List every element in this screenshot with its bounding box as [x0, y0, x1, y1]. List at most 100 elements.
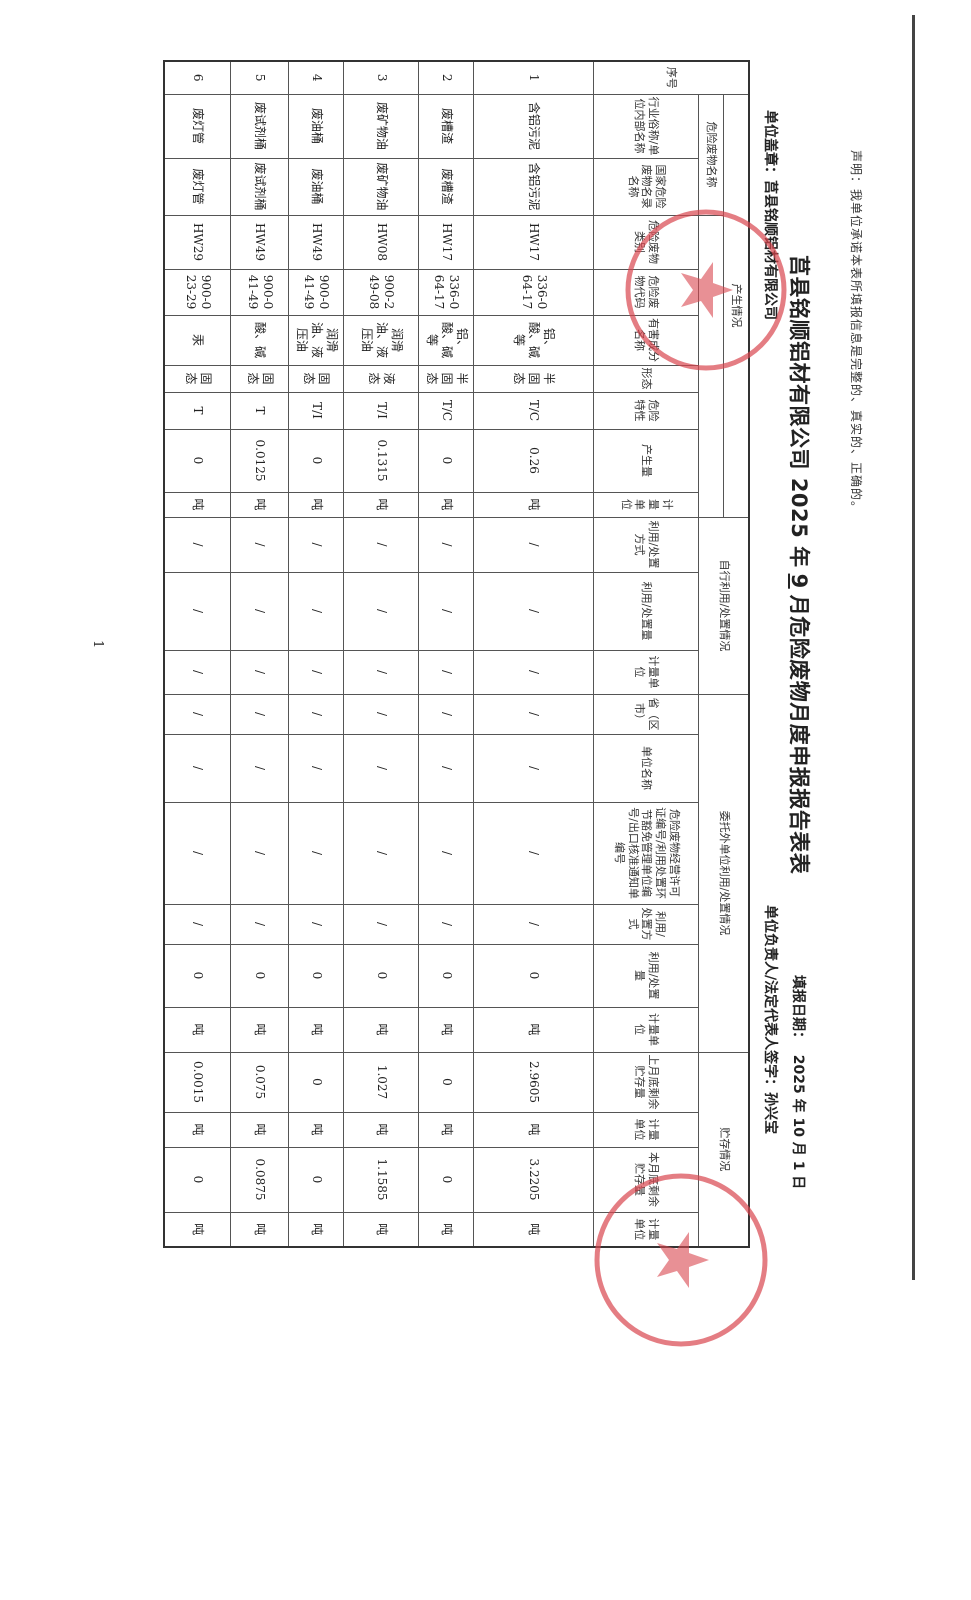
table-cell: /: [164, 694, 231, 734]
table-cell: /: [419, 572, 474, 650]
table-cell: 吨: [344, 492, 419, 517]
table-cell: HW49: [231, 215, 289, 269]
column-header: 危险特性: [594, 392, 699, 429]
table-cell: 900-041-49: [231, 269, 289, 315]
signature-label: 单位负责人/法定代表人签字：: [762, 905, 778, 1093]
table-cell: 吨: [164, 1007, 231, 1052]
table-cell: 1: [474, 61, 594, 94]
column-header: 危险废物代码: [594, 269, 699, 315]
table-cell: /: [231, 802, 289, 904]
table-cell: 900-249-08: [344, 269, 419, 315]
table-cell: /: [474, 572, 594, 650]
table-cell: 吨: [474, 1112, 594, 1147]
table-cell: HW49: [289, 215, 344, 269]
table-cell: 0.1315: [344, 429, 419, 492]
table-cell: /: [289, 802, 344, 904]
table-cell: HW17: [419, 215, 474, 269]
table-cell: 336-064-17: [419, 269, 474, 315]
header-spacer: [699, 215, 724, 517]
table-cell: 336-064-17: [474, 269, 594, 315]
table-cell: T: [164, 392, 231, 429]
column-header: 计量单位: [594, 1007, 699, 1052]
column-header: 单位名称: [594, 734, 699, 802]
column-header: 危险废物类别: [594, 215, 699, 269]
table-cell: 含铝污泥: [474, 158, 594, 215]
table-cell: 吨: [164, 1212, 231, 1247]
table-cell: 吨: [419, 492, 474, 517]
table-cell: 0.0125: [231, 429, 289, 492]
header-group-outsource: 委托外单位利用/处置情况: [699, 694, 749, 1052]
table-cell: 吨: [231, 1112, 289, 1147]
table-cell: /: [289, 572, 344, 650]
table-cell: /: [474, 904, 594, 944]
table-cell: 液态: [344, 365, 419, 392]
table-cell: /: [474, 694, 594, 734]
table-cell: /: [231, 694, 289, 734]
header-group-generation: 产生情况: [724, 94, 749, 517]
column-header: 利用/处置量: [594, 572, 699, 650]
table-cell: 0: [231, 944, 289, 1007]
table-cell: 吨: [289, 1112, 344, 1147]
page-title: 莒县铭顺铝材有限公司 2025 年 9 月危险废物月度申报报告表表: [785, 255, 815, 874]
table-cell: 3.2205: [474, 1147, 594, 1212]
table-cell: 固态: [164, 365, 231, 392]
table-cell: /: [231, 904, 289, 944]
table-row: 2 废槽渣 废槽渣 HW17 336-064-17 铝、酸、碱等 半固态 T/C 0 吨 / / / / /…: [419, 61, 474, 1247]
table-cell: /: [231, 517, 289, 572]
table-cell: /: [164, 650, 231, 694]
column-header: 计量单位: [594, 492, 699, 517]
column-header: 产生量: [594, 429, 699, 492]
table-cell: 1.1585: [344, 1147, 419, 1212]
table-cell: 吨: [344, 1112, 419, 1147]
table-cell: 含铝污泥: [474, 94, 594, 158]
table-cell: 吨: [289, 1007, 344, 1052]
table-cell: HW29: [164, 215, 231, 269]
table-row: 5 废试剂桶 废试剂桶 HW49 900-041-49 酸、碱 固态 T 0.0125 吨 / / / /…: [231, 61, 289, 1247]
table-cell: 废试剂桶: [231, 94, 289, 158]
table-cell: /: [289, 904, 344, 944]
table-cell: 酸、碱: [231, 315, 289, 365]
table-cell: /: [474, 650, 594, 694]
table-cell: T/C: [474, 392, 594, 429]
table-cell: 0: [419, 944, 474, 1007]
fill-date-value: 2025 年 10 月 1 日: [790, 1054, 806, 1190]
fill-date: 填报日期： 2025 年 10 月 1 日: [789, 975, 809, 1189]
table-cell: /: [231, 572, 289, 650]
table-cell: 0: [289, 429, 344, 492]
table-cell: T/C: [419, 392, 474, 429]
header-group-name: 危险废物名称: [699, 94, 724, 215]
table-cell: 废槽渣: [419, 94, 474, 158]
table-cell: 汞: [164, 315, 231, 365]
table-cell: 0: [164, 429, 231, 492]
table-cell: HW17: [474, 215, 594, 269]
table-cell: 5: [231, 61, 289, 94]
table-cell: 吨: [474, 492, 594, 517]
table-cell: /: [419, 517, 474, 572]
table-cell: 废油桶: [289, 158, 344, 215]
declaration: 声明：我单位承诺本表所填报信息是完整的、真实的、正确的。: [849, 150, 863, 515]
table-cell: 1.027: [344, 1052, 419, 1112]
page-number: 1: [90, 640, 105, 649]
table-cell: 废试剂桶: [231, 158, 289, 215]
table-cell: /: [474, 517, 594, 572]
table-cell: /: [231, 650, 289, 694]
table-row: 1 含铝污泥 含铝污泥 HW17 336-064-17 铝、酸、碱等 半固态 T/C 0.26 吨…: [474, 61, 594, 1247]
table-cell: /: [344, 802, 419, 904]
table-row: 4 废油桶 废油桶 HW49 900-041-49 润滑油、液压油 固态 T/I 0 吨 / / / / /…: [289, 61, 344, 1247]
table-cell: 吨: [419, 1212, 474, 1247]
table-cell: 0: [164, 1147, 231, 1212]
table-cell: 废灯管: [164, 94, 231, 158]
table-cell: 废矿物油: [344, 94, 419, 158]
table-cell: 吨: [289, 1212, 344, 1247]
column-header: 形态: [594, 365, 699, 392]
column-header: 上月底剩余贮存量: [594, 1052, 699, 1112]
table-cell: 吨: [164, 1112, 231, 1147]
table-cell: /: [419, 734, 474, 802]
table-cell: 900-023-29: [164, 269, 231, 315]
table-cell: 3: [344, 61, 419, 94]
stamp-label: 单位盖章：: [762, 110, 778, 180]
table-cell: 900-041-49: [289, 269, 344, 315]
table-cell: T: [231, 392, 289, 429]
column-header: 利用/处置量: [594, 944, 699, 1007]
